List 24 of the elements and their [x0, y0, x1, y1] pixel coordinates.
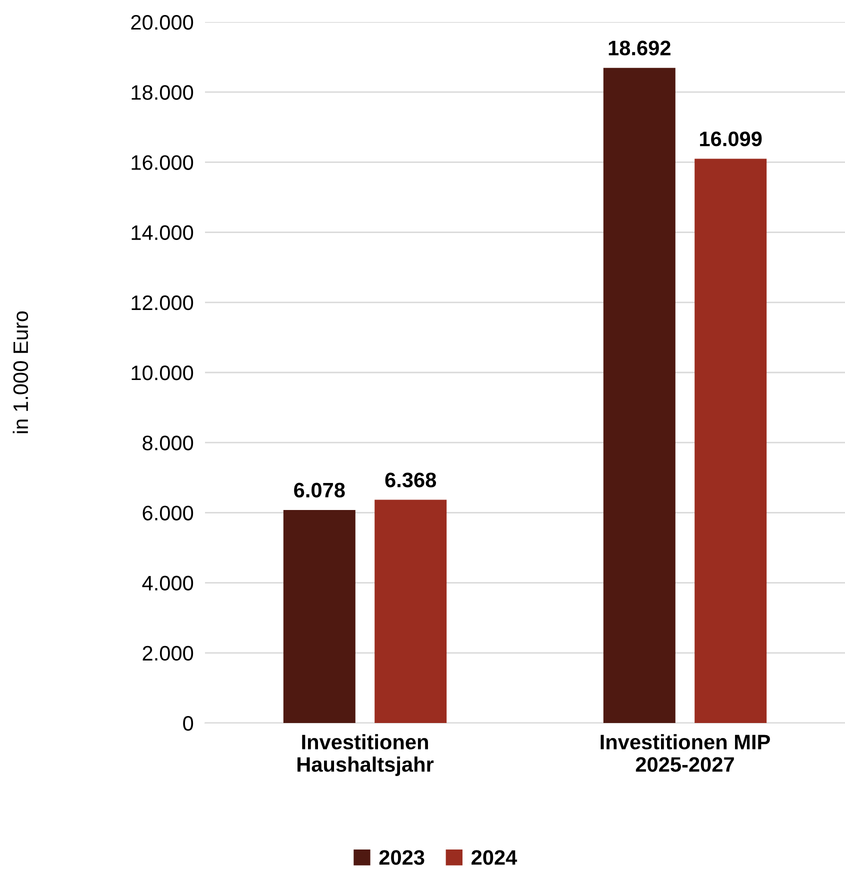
bar: [374, 500, 447, 723]
data-label: 16.099: [700, 132, 762, 146]
y-tick-label: 20.000: [131, 15, 194, 30]
bar: [603, 68, 676, 723]
y-tick-label: 0: [183, 716, 194, 731]
y-axis-title: in 1.000 Euro: [12, 311, 28, 434]
data-label: 6.078: [294, 482, 345, 498]
x-tick-label: Investitionen Haushaltsjahr: [298, 734, 434, 776]
y-tick-label: 18.000: [132, 85, 194, 100]
y-tick-label: 8.000: [142, 436, 194, 450]
y-tick-label: 14.000: [132, 225, 194, 240]
data-label: 18.692: [608, 40, 670, 56]
data-label: 6.368: [385, 472, 436, 488]
y-tick-label: 2.000: [142, 646, 194, 661]
bar: [283, 510, 356, 723]
y-tick-label: 10.000: [132, 366, 194, 380]
y-tick-label: 12.000: [132, 295, 194, 310]
y-tick-label: 4.000: [142, 576, 194, 591]
x-tick-label: Investitionen MIP 2025-2027: [600, 734, 770, 772]
legend-label: 2023: [379, 850, 424, 865]
legend-label: 2024: [472, 850, 518, 865]
y-tick-label: 6.000: [142, 506, 194, 520]
bar: [694, 158, 767, 723]
y-tick-label: 16.000: [132, 155, 194, 170]
